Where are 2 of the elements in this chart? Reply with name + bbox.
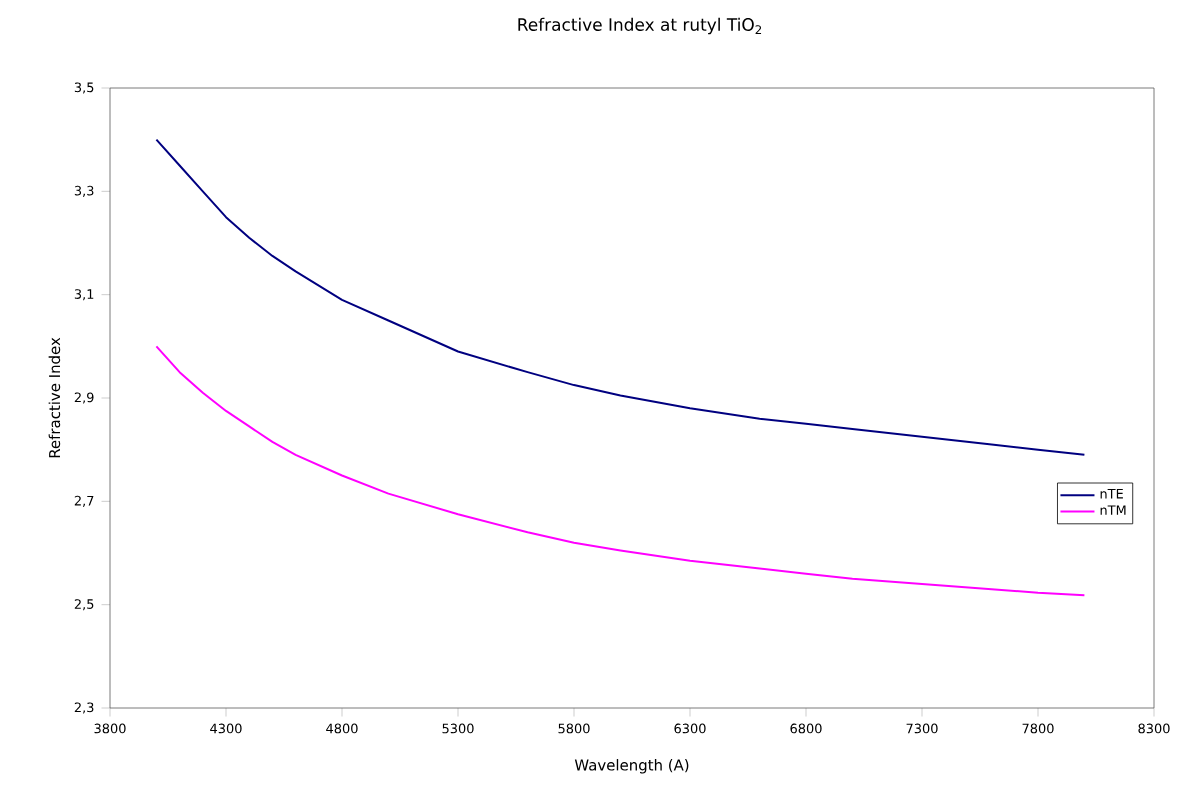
chart-title: Refractive Index at rutyl TiO$_{2}$ <box>518 17 762 35</box>
line-series <box>155 345 1086 597</box>
